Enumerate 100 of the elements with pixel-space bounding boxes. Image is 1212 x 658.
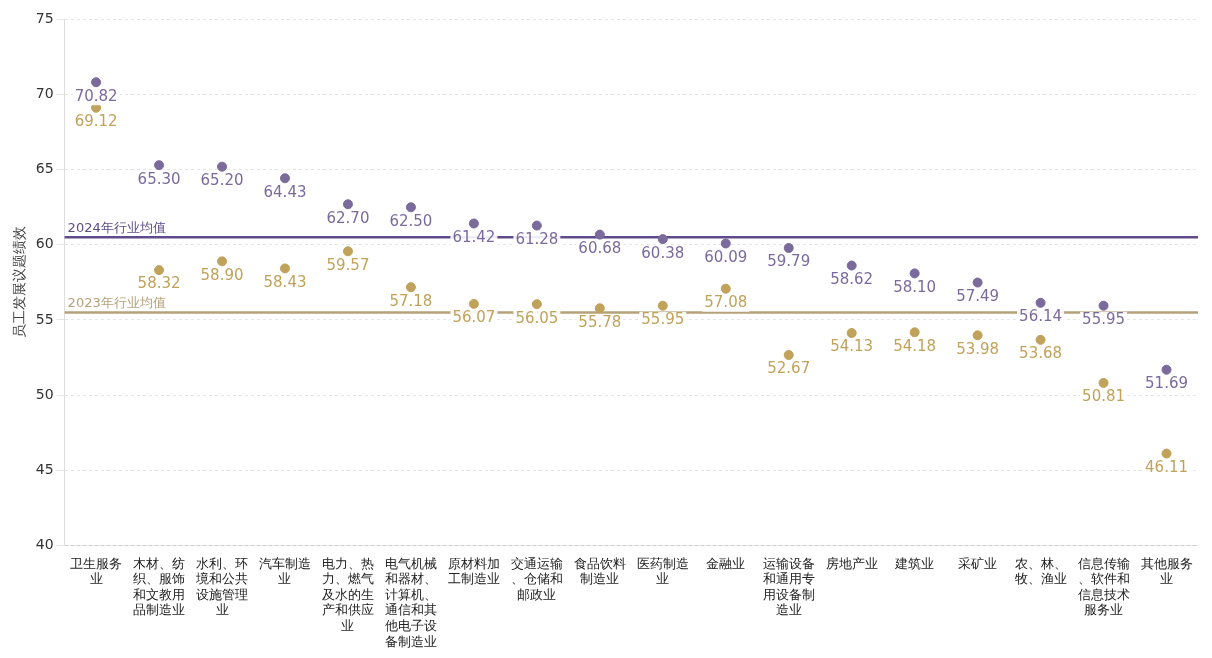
point xyxy=(846,328,857,339)
data-label: 54.13 xyxy=(830,337,874,356)
data-label: 52.67 xyxy=(767,359,811,378)
point xyxy=(154,160,165,171)
x-tick-label: 原材料加工制造业 xyxy=(447,555,500,587)
point xyxy=(1161,448,1172,459)
y-tick-label: 75 xyxy=(35,10,54,27)
x-tick-label: 房地产业 xyxy=(825,555,878,571)
x-tick-label: 水利、环境和公共设施管理业 xyxy=(195,555,249,618)
x-tick-label: 医药制造业 xyxy=(636,555,689,587)
point xyxy=(972,277,983,288)
data-label: 59.79 xyxy=(767,252,811,271)
x-tick-label: 食品饮料制造业 xyxy=(573,555,626,587)
data-label: 62.50 xyxy=(389,211,433,230)
data-label: 60.38 xyxy=(641,243,685,262)
data-label: 58.43 xyxy=(263,272,307,291)
ref-line-label: 2023年行业均值 xyxy=(67,295,166,311)
data-label: 62.70 xyxy=(326,208,370,227)
x-tick-label: 农、林、牧、渔业 xyxy=(1014,555,1067,587)
y-tick-label: 65 xyxy=(35,160,54,177)
data-label: 57.49 xyxy=(956,286,1000,305)
data-label: 65.20 xyxy=(200,171,244,190)
x-tick-label: 卫生服务业 xyxy=(70,555,123,587)
data-label: 56.05 xyxy=(515,308,559,327)
data-label: 55.95 xyxy=(641,310,685,329)
y-axis-title: 员工发展议题绩效 xyxy=(11,226,28,339)
point xyxy=(1098,300,1109,311)
data-label: 70.82 xyxy=(74,86,118,105)
point xyxy=(342,199,353,210)
x-tick-label: 其他服务业 xyxy=(1140,555,1193,587)
data-label: 56.14 xyxy=(1019,307,1063,326)
data-label: 59.57 xyxy=(326,255,370,274)
point xyxy=(217,256,228,267)
x-tick-label: 建筑业 xyxy=(894,555,935,571)
data-label: 53.98 xyxy=(956,339,1000,358)
point xyxy=(1161,364,1172,375)
point xyxy=(720,238,731,249)
point xyxy=(154,265,165,276)
y-tick-label: 70 xyxy=(35,85,54,102)
point xyxy=(594,303,605,314)
y-tick-label: 55 xyxy=(35,310,54,327)
point xyxy=(972,330,983,341)
point xyxy=(1098,377,1109,388)
x-tick-label: 木材、纺织、服饰和文教用品制造业 xyxy=(133,555,186,618)
point xyxy=(1035,334,1046,345)
data-label: 56.07 xyxy=(452,308,496,327)
data-label: 60.68 xyxy=(578,239,622,257)
point xyxy=(846,260,857,271)
x-tick-label: 电气机械和器材、计算机、通信和其他电子设备制造业 xyxy=(384,555,437,649)
data-label: 64.43 xyxy=(263,182,307,201)
data-label: 53.68 xyxy=(1019,344,1063,363)
y-tick-label: 45 xyxy=(35,460,54,477)
point xyxy=(720,283,731,294)
point xyxy=(468,298,479,309)
point xyxy=(280,173,290,184)
point xyxy=(91,77,102,88)
data-label: 55.95 xyxy=(1082,310,1126,329)
data-label: 54.18 xyxy=(893,336,937,355)
point xyxy=(657,300,668,311)
data-label: 57.08 xyxy=(704,293,748,312)
point xyxy=(405,282,416,293)
x-tick-label: 汽车制造业 xyxy=(258,555,311,587)
y-tick-label: 40 xyxy=(35,536,54,553)
data-label: 58.32 xyxy=(137,274,181,293)
point xyxy=(594,229,605,240)
point xyxy=(783,349,794,360)
x-tick-label: 采矿业 xyxy=(958,555,998,571)
point xyxy=(342,246,353,257)
data-label: 60.09 xyxy=(704,247,748,266)
x-tick-label: 运输设备和通用专用设备制造业 xyxy=(762,555,815,618)
point xyxy=(657,234,668,245)
data-label: 50.81 xyxy=(1082,387,1126,406)
point xyxy=(280,263,290,274)
x-tick-label: 信息传输、软件和信息技术服务业 xyxy=(1077,555,1130,618)
x-tick-label: 电力、热力、燃气及水的生产和供应业 xyxy=(321,555,374,633)
data-label: 46.11 xyxy=(1145,457,1188,476)
point xyxy=(1035,297,1046,308)
y-tick-label: 60 xyxy=(35,235,54,252)
point xyxy=(909,268,920,279)
point xyxy=(531,299,542,310)
point xyxy=(405,202,416,213)
data-label: 58.90 xyxy=(200,265,244,284)
data-label: 65.30 xyxy=(137,169,181,188)
data-label: 55.78 xyxy=(578,312,622,331)
data-label: 69.12 xyxy=(74,112,118,131)
data-label: 61.42 xyxy=(452,227,496,246)
point xyxy=(468,218,479,229)
point xyxy=(531,220,542,231)
point xyxy=(217,161,228,172)
ref-line-label: 2024年行业均值 xyxy=(67,220,166,236)
x-tick-label: 交通运输、仓储和邮政业 xyxy=(510,555,563,602)
x-tick-label: 金融业 xyxy=(706,555,746,571)
data-label: 58.62 xyxy=(830,269,874,288)
data-label: 61.28 xyxy=(515,229,559,248)
data-label: 51.69 xyxy=(1145,374,1188,393)
point xyxy=(783,242,794,253)
y-tick-label: 50 xyxy=(35,385,54,402)
data-label: 58.10 xyxy=(893,277,937,296)
point xyxy=(909,327,920,338)
data-label: 57.18 xyxy=(389,291,433,310)
